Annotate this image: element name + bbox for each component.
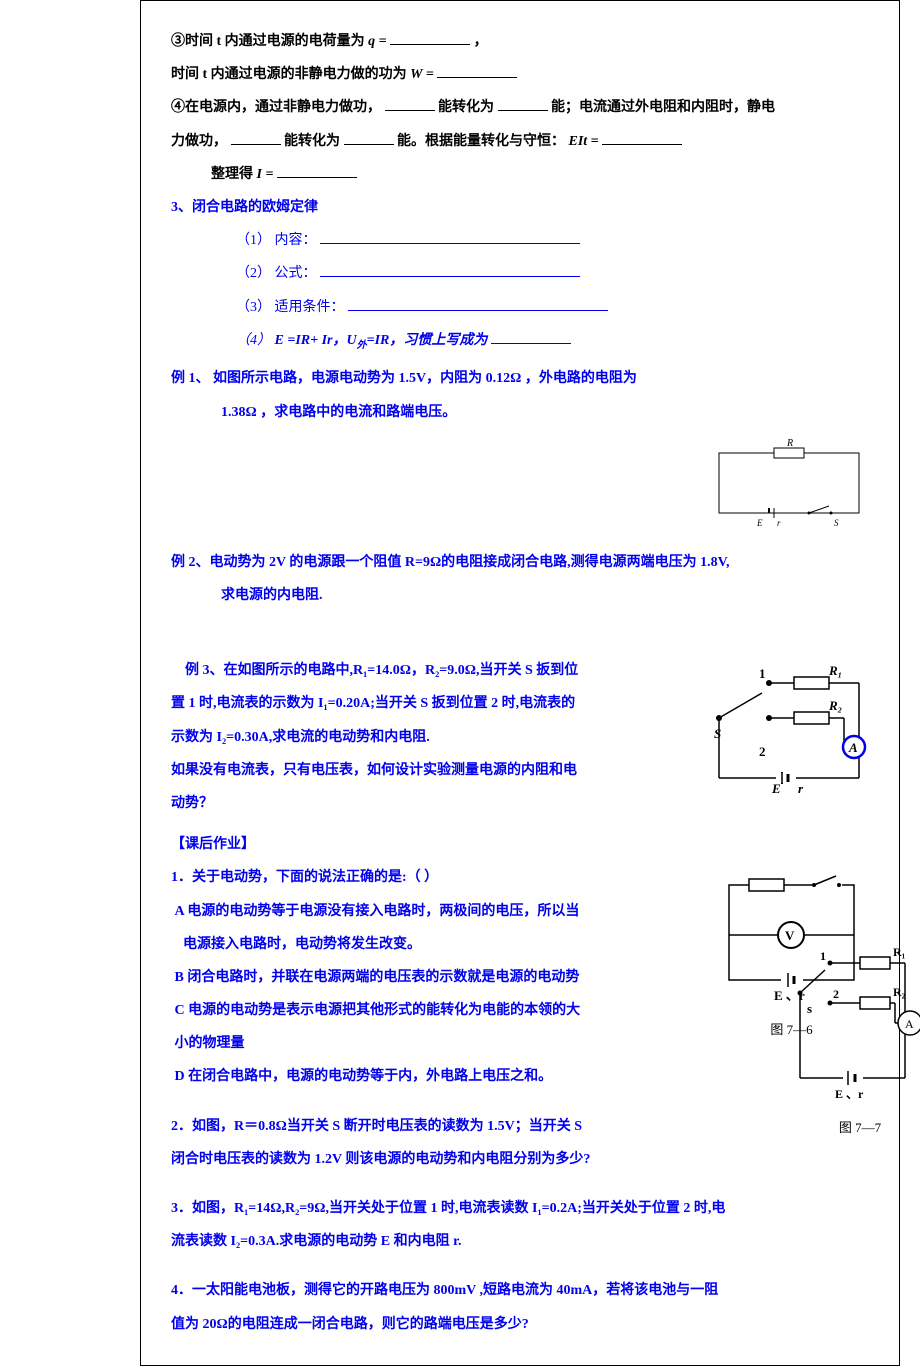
label-r2: R₂: [893, 985, 906, 999]
blank: [491, 330, 571, 344]
blank: [498, 97, 548, 111]
label-1: 1: [759, 666, 766, 681]
circuit1-svg: R E r S: [709, 438, 869, 528]
blank: [320, 230, 580, 244]
circuit3-figure: R₁ R₂ A 1 2 S E r: [704, 663, 869, 798]
hw4-line1: 4．一太阳能电池板，测得它的开路电压为 800mV ,短路电流为 40mA，若将…: [171, 1278, 869, 1303]
example3: R₁ R₂ A 1 2 S E r: [171, 658, 869, 824]
formula-rest: =IR，习惯上写成为: [367, 333, 488, 348]
label-s: S: [714, 726, 721, 741]
blank: [277, 164, 357, 178]
label-r: r: [798, 781, 804, 793]
label-2: 2: [759, 744, 766, 759]
section3-item3: （3） 适用条件：: [236, 295, 869, 320]
variable-q: q =: [368, 34, 386, 49]
fig77-caption: 图 7—7: [795, 1117, 920, 1136]
circuit77-svg: R₁ R₂ 1 2 s A E 、r: [795, 948, 920, 1108]
circuit3-svg: R₁ R₂ A 1 2 S E r: [704, 663, 869, 793]
ex2-line1: 例 2、电动势为 2V 的电源跟一个阻值 R=9Ω的电阻接成闭合电路,测得电源两…: [171, 550, 869, 575]
variable-eit: EIt =: [569, 134, 599, 149]
blank: [602, 131, 682, 145]
text: ，: [474, 34, 488, 49]
label-er: E 、r: [835, 1087, 864, 1101]
text: 能；电流通过外电阻和内阻时，静电: [551, 100, 775, 115]
subscript: 外: [357, 339, 367, 350]
document-page: ③时间 t 内通过电源的电荷量为 q = ， 时间 t 内通过电源的非静电力做的…: [140, 0, 900, 1366]
ex2-line2: 求电源的内电阻.: [221, 583, 869, 608]
text: 能转化为: [438, 100, 494, 115]
label-r: R: [786, 438, 793, 449]
blank: [344, 131, 394, 145]
hw4-line2: 值为 20Ω的电阻连成一闭合电路，则它的路端电压是多少?: [171, 1312, 869, 1337]
q4-line2: 力做功， 能转化为 能。根据能量转化与守恒： EIt =: [171, 129, 869, 154]
text: ③时间 t 内通过电源的电荷量为: [171, 34, 365, 49]
label-s: S: [834, 518, 839, 528]
text: 能。根据能量转化与守恒：: [397, 134, 565, 149]
section3-title: 3、闭合电路的欧姆定律: [171, 195, 869, 220]
text: 时间 t 内通过电源的非静电力做的功为: [171, 67, 407, 82]
variable-w: W =: [410, 67, 434, 82]
blank: [390, 31, 470, 45]
label-1: 1: [820, 949, 826, 963]
label: （3） 适用条件：: [236, 300, 345, 315]
blank: [320, 263, 580, 277]
text: ④在电源内，通过非静电力做功，: [171, 100, 381, 115]
blank: [231, 131, 281, 145]
circuit1-figure: R E r S: [709, 438, 869, 533]
q4-line1: ④在电源内，通过非静电力做功， 能转化为 能；电流通过外电阻和内阻时，静电: [171, 95, 869, 120]
label-a: A: [848, 740, 858, 755]
hw1-block: V E 、r 图 7—6 1．关于电动势，下面的说法正确的是:（ ） A 电源的…: [171, 865, 869, 1097]
q4-line3: 整理得 I =: [211, 162, 869, 187]
label-r1: R₁: [893, 948, 906, 959]
section3-item1: （1） 内容：: [236, 228, 869, 253]
variable-i: I =: [257, 167, 274, 182]
hw1-d: D 在闭合电路中，电源的电动势等于内，外电路上电压之和。: [171, 1064, 869, 1089]
q3-line1: ③时间 t 内通过电源的电荷量为 q = ，: [171, 29, 869, 54]
example1: 例 1、 如图所示电路，电源电动势为 1.5V，内阻为 0.12Ω ，外电路的电…: [171, 366, 869, 537]
blank: [385, 97, 435, 111]
q3-line2: 时间 t 内通过电源的非静电力做的功为 W =: [171, 62, 869, 87]
section3-item2: （2） 公式：: [236, 261, 869, 286]
formula: E =IR+ Ir，U: [275, 333, 357, 348]
label-s: s: [807, 1001, 812, 1016]
hw2-line2: 闭合时电压表的读数为 1.2V 则该电源的电动势和内电阻分别为多少?: [171, 1147, 869, 1172]
section3-item4: （4） E =IR+ Ir，U外=IR，习惯上写成为: [236, 328, 869, 355]
label-v: V: [785, 928, 795, 943]
text: 能转化为: [284, 134, 340, 149]
text: 整理得: [211, 167, 253, 182]
label: （4）: [236, 333, 271, 348]
label: （1） 内容：: [236, 233, 317, 248]
label-2: 2: [833, 987, 839, 1001]
label-a: A: [905, 1017, 914, 1031]
label-r2: R₂: [828, 698, 842, 713]
blank: [437, 64, 517, 78]
hw3-line1: 3．如图，R₁=14Ω,R₂=9Ω,当开关处于位置 1 时,电流表读数 I₁=0…: [171, 1196, 869, 1221]
label-r1: R₁: [828, 663, 842, 678]
hw3-line2: 流表读数 I₂=0.3A.求电源的电动势 E 和内电阻 r.: [171, 1229, 869, 1254]
circuit77-figure: R₁ R₂ 1 2 s A E 、r 图 7—7: [795, 948, 920, 1136]
hw2-line1: 2．如图，R＝0.8Ω当开关 S 断开时电压表的读数为 1.5V；当开关 S: [171, 1114, 869, 1139]
label-e: E: [771, 781, 781, 793]
example2: 例 2、电动势为 2V 的电源跟一个阻值 R=9Ω的电阻接成闭合电路,测得电源两…: [171, 550, 869, 608]
label-r2: r: [777, 518, 781, 528]
ex1-line2: 1.38Ω ，求电路中的电流和路端电压。: [221, 400, 869, 425]
text: 力做功，: [171, 134, 227, 149]
label-e: E: [756, 518, 763, 528]
homework-title: 【课后作业】: [171, 832, 869, 857]
blank: [348, 297, 608, 311]
label: （2） 公式：: [236, 266, 317, 281]
ex1-line1: 例 1、 如图所示电路，电源电动势为 1.5V，内阻为 0.12Ω ，外电路的电…: [171, 366, 869, 391]
